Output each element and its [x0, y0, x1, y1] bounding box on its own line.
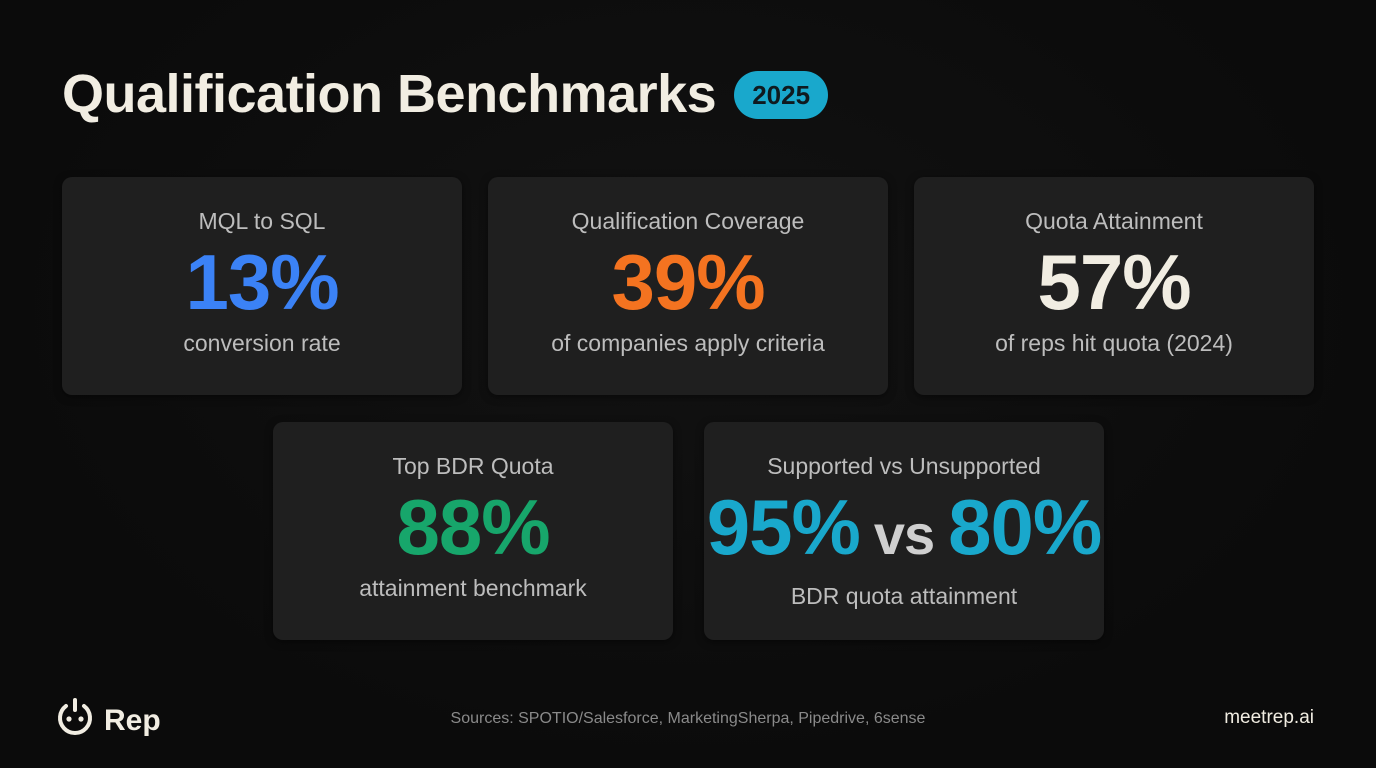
title-row: Qualification Benchmarks 2025	[62, 64, 829, 124]
stat-value-unsupported: 80%	[948, 483, 1102, 571]
page-title: Qualification Benchmarks	[62, 64, 717, 124]
year-badge: 2025	[734, 71, 829, 119]
brand-name: Rep	[104, 703, 161, 737]
stat-description: of companies apply criteria	[551, 330, 825, 356]
stat-card-quota-attainment: Quota Attainment 57% of reps hit quota (…	[914, 177, 1314, 395]
stat-card-top-bdr-quota: Top BDR Quota 88% attainment benchmark	[273, 422, 673, 640]
stat-card-mql-to-sql: MQL to SQL 13% conversion rate	[62, 177, 462, 395]
stat-value: 57%	[1037, 238, 1191, 326]
stat-label: Supported vs Unsupported	[767, 453, 1041, 479]
website-link: meetrep.ai	[1224, 707, 1314, 728]
power-face-icon	[54, 697, 96, 744]
stat-label: Top BDR Quota	[392, 453, 554, 479]
stat-value: 13%	[185, 238, 339, 326]
stat-description: BDR quota attainment	[790, 583, 1018, 609]
stat-value-supported: 95%	[706, 483, 861, 571]
stat-description: of reps hit quota (2024)	[995, 330, 1233, 356]
stat-label: MQL to SQL	[198, 208, 326, 234]
stat-value: 88%	[396, 483, 550, 571]
stat-label: Qualification Coverage	[571, 208, 805, 234]
vs-text: vs	[873, 503, 935, 566]
stat-card-supported-vs-unsupported: Supported vs Unsupported 95% vs 80% BDR qu…	[704, 422, 1104, 640]
sources-note: Sources: SPOTIO/Salesforce, MarketingShe…	[450, 710, 926, 727]
stat-comparison: 95% vs 80%	[706, 483, 1103, 576]
stat-description: attainment benchmark	[359, 575, 587, 601]
stat-label: Quota Attainment	[1025, 208, 1203, 234]
stat-value: 39%	[611, 238, 765, 326]
stat-description: conversion rate	[183, 330, 341, 356]
brand-logo: Rep	[54, 697, 161, 744]
stat-card-qualification-coverage: Qualification Coverage 39% of companies …	[488, 177, 888, 395]
